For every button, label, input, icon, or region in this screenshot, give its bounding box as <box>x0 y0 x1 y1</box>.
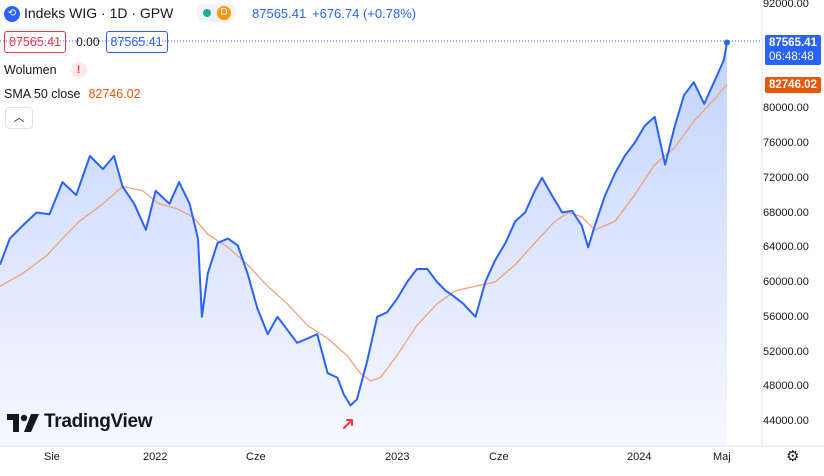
buy-button[interactable]: 87565.41 <box>105 31 168 53</box>
y-tick-label: 48000.00 <box>763 380 809 393</box>
x-tick-2022: 2022 <box>143 451 168 463</box>
market-open-dot-icon <box>203 9 211 17</box>
sma-50-line[interactable] <box>0 83 728 382</box>
y-tick-label: 76000.00 <box>763 137 809 149</box>
tradingview-wordmark: TradingView <box>44 411 153 432</box>
countdown-timer: 06:48:48 <box>769 51 814 63</box>
header-change: +676.74 (+0.78%) <box>312 6 417 21</box>
symbol-icon[interactable]: ⟲ <box>4 4 20 22</box>
market-badge-letter: D <box>217 6 231 20</box>
price-line[interactable] <box>0 42 728 407</box>
y-tick-label: 80000.00 <box>763 102 809 115</box>
x-tick-2023: 2023 <box>385 451 410 463</box>
x-tick-cze-2023: Cze <box>489 451 509 463</box>
symbol-title[interactable]: Indeks WIG · 1D · GPW <box>24 5 174 21</box>
volume-label: Wolumen <box>4 63 57 77</box>
x-tick-cze-2022: Cze <box>246 451 266 463</box>
tradingview-logo-mark <box>7 414 39 432</box>
last-price-tag-value: 87565.41 <box>769 37 817 49</box>
price-area-fill <box>0 42 727 446</box>
sma-label: SMA 50 close <box>4 87 81 101</box>
volume-legend[interactable]: Wolumen ! <box>4 58 87 82</box>
sma-value: 82746.02 <box>88 87 141 101</box>
spread-value: 0.00 <box>76 35 100 49</box>
x-tick-maj: Maj <box>713 451 731 463</box>
y-tick-label: 92000.00 <box>763 0 809 10</box>
y-tick-label: 52000.00 <box>763 345 809 358</box>
x-tick-sie: Sie <box>44 451 60 463</box>
red-arrow-marker[interactable] <box>343 419 353 429</box>
x-tick-2024: 2024 <box>627 451 652 463</box>
market-status-badge[interactable]: D <box>196 4 236 22</box>
last-price-dot <box>724 39 730 46</box>
y-tick-label: 56000.00 <box>763 310 809 323</box>
chevron-up-icon: ︿ <box>13 112 25 124</box>
warning-icon[interactable]: ! <box>70 62 87 78</box>
y-tick-label: 60000.00 <box>763 276 809 288</box>
last-price-tag: 87565.41 06:48:48 <box>765 35 821 65</box>
y-tick-label: 72000.00 <box>763 171 809 184</box>
y-tick-label: 68000.00 <box>763 206 809 219</box>
sell-button[interactable]: 87565.41 <box>4 31 67 53</box>
sma-price-tag: 82746.02 <box>765 77 821 93</box>
gear-icon[interactable]: ⚙ <box>786 448 800 465</box>
y-tick-label: 64000.00 <box>763 241 809 254</box>
header-price: 87565.41 <box>252 6 307 21</box>
sma-legend[interactable]: SMA 50 close 82746.02 <box>4 82 141 106</box>
collapse-legend-button[interactable]: ︿ <box>5 107 33 129</box>
y-tick-label: 44000.00 <box>763 415 809 427</box>
